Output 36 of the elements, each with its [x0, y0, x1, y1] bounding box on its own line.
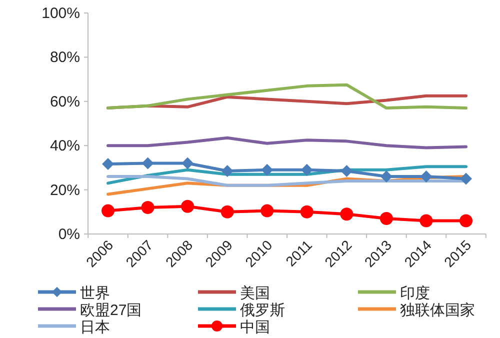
point [221, 165, 234, 178]
point [141, 200, 154, 214]
point [420, 214, 433, 228]
point [182, 157, 194, 170]
legend-label: 世界 [80, 285, 110, 302]
point [340, 165, 353, 178]
line-series [106, 83, 468, 110]
point [380, 212, 393, 226]
point [460, 214, 472, 228]
point [142, 157, 154, 170]
y-tick-label: 100% [42, 5, 80, 22]
line-series [106, 136, 468, 150]
point [420, 170, 432, 183]
point [102, 158, 114, 170]
point [300, 164, 313, 176]
point [102, 204, 114, 218]
y-tick-label: 40% [50, 138, 80, 155]
point [460, 172, 472, 185]
legend-label: 美国 [240, 285, 270, 302]
legend-label: 印度 [400, 285, 430, 302]
legend-label: 欧盟27国 [80, 302, 142, 319]
point [261, 164, 274, 176]
y-tick-label: 0% [58, 226, 80, 243]
legend-label: 独联体国家 [400, 302, 475, 319]
legend-label: 日本 [80, 319, 110, 336]
point [181, 200, 194, 213]
y-tick-label: 20% [50, 182, 80, 199]
point [340, 208, 354, 221]
y-tick-label: 60% [50, 93, 80, 110]
y-tick-label: 80% [50, 49, 80, 66]
legend-label: 俄罗斯 [240, 302, 285, 319]
point [260, 204, 274, 218]
point [380, 170, 392, 183]
point [220, 205, 234, 218]
legend-label: 中国 [240, 319, 270, 336]
point [300, 205, 314, 218]
